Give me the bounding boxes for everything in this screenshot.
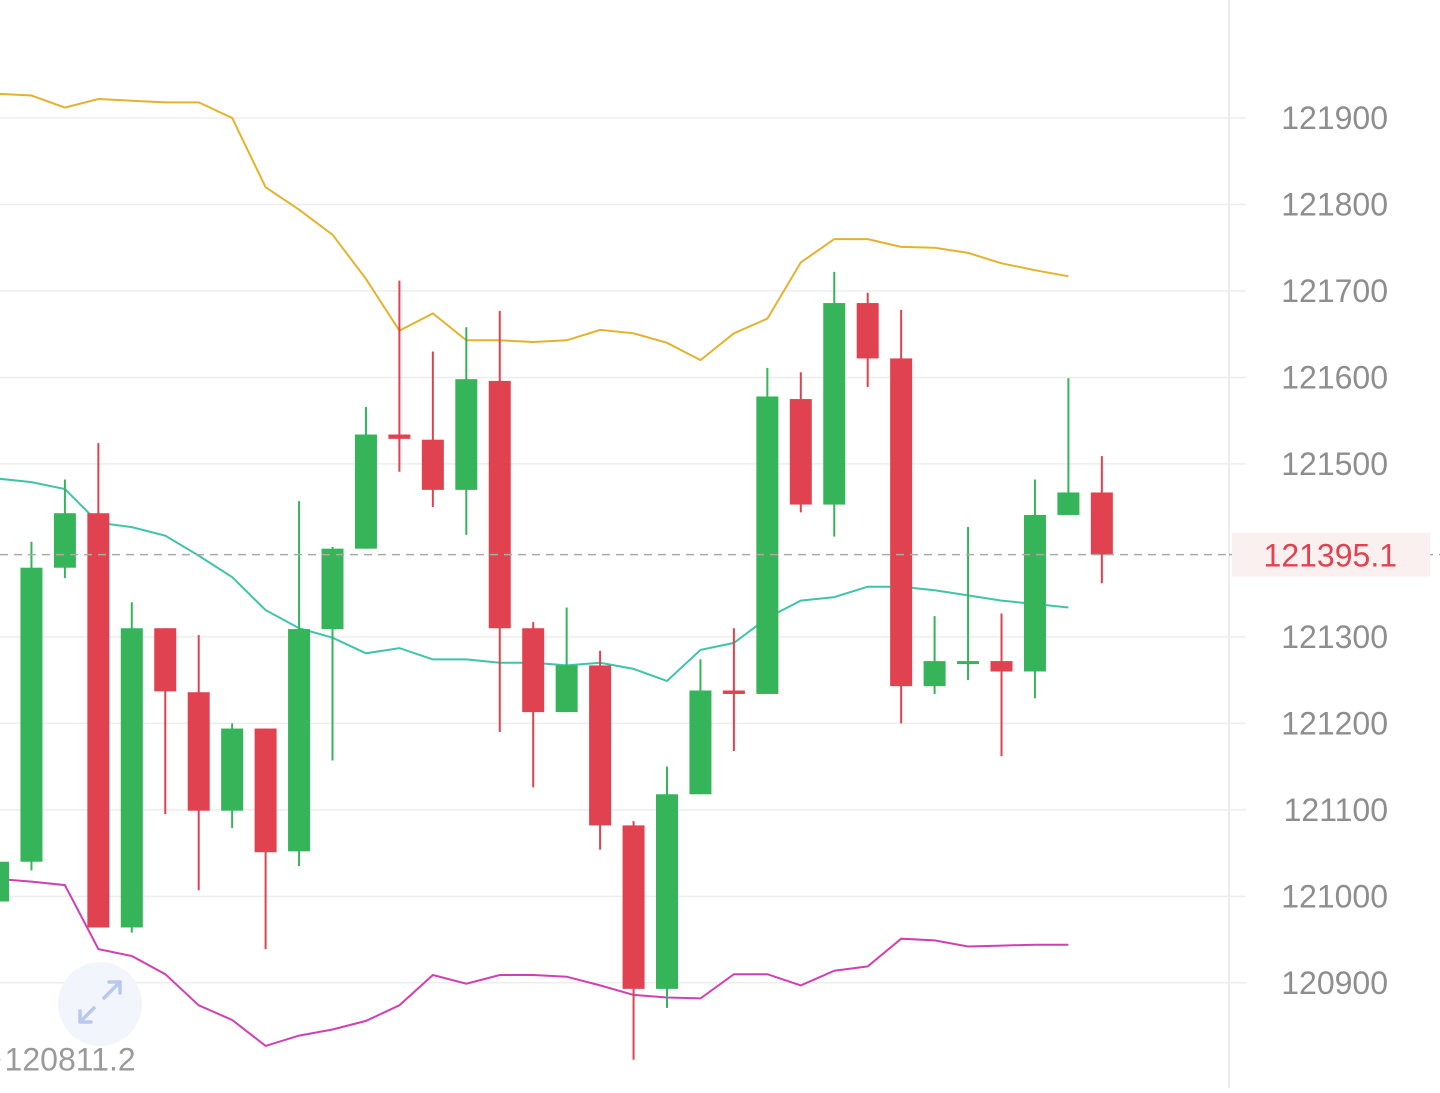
candle	[187, 635, 210, 891]
candle-body	[823, 303, 846, 505]
candle-body	[488, 380, 511, 629]
candle	[990, 613, 1013, 757]
candle	[221, 723, 244, 829]
y-tick-label: 121100	[1284, 792, 1388, 828]
candle-body	[589, 665, 612, 826]
y-tick-label: 121900	[1281, 100, 1388, 136]
candle-body	[555, 665, 578, 713]
candle-body	[20, 567, 43, 862]
candle	[0, 861, 9, 902]
candle	[154, 628, 177, 815]
candle-body	[722, 690, 745, 694]
candle	[455, 327, 478, 535]
candle	[488, 310, 511, 733]
candle	[288, 501, 311, 867]
candle	[1023, 479, 1046, 699]
band-lower-line	[0, 878, 1069, 1048]
candle	[722, 628, 745, 752]
candle-body	[890, 358, 913, 687]
candle-body	[1057, 492, 1080, 515]
candle-body	[1023, 514, 1046, 672]
candle	[957, 527, 980, 681]
candle	[1057, 378, 1080, 515]
current-price-marker: 121395.1	[0, 532, 1440, 577]
candle-body	[221, 728, 244, 811]
candle	[1090, 456, 1113, 584]
lowest-price-label: 120811.2	[5, 1042, 136, 1078]
band-upper-line	[0, 92, 1069, 362]
candle-body	[187, 692, 210, 811]
candle	[522, 622, 545, 788]
candle	[656, 766, 678, 1008]
candle-body	[689, 690, 712, 795]
y-tick-label: 121700	[1281, 273, 1388, 309]
candle-body	[990, 661, 1013, 672]
candle-body	[254, 728, 277, 853]
candle-body	[154, 628, 177, 692]
candle-body	[388, 434, 411, 439]
candle	[20, 541, 43, 871]
candle-body	[288, 629, 311, 852]
candle-body	[1090, 492, 1113, 555]
candle-body	[923, 661, 946, 687]
y-tick-label: 120900	[1281, 965, 1388, 1001]
candle-body	[455, 379, 478, 490]
candle	[53, 479, 76, 579]
candle	[789, 372, 812, 513]
candle-body	[522, 628, 545, 713]
candle	[120, 602, 143, 933]
y-tick-label: 121500	[1281, 446, 1388, 482]
candle	[555, 607, 578, 713]
y-tick-label: 121800	[1281, 186, 1388, 222]
candle-body	[120, 628, 143, 928]
candle-body	[622, 825, 645, 989]
current-price-tag	[1232, 532, 1430, 577]
candles	[0, 271, 1113, 1060]
y-tick-label: 121300	[1281, 619, 1388, 655]
current-price-label: 121395.1	[1264, 538, 1397, 574]
candle	[923, 616, 946, 694]
candle-body	[856, 303, 879, 359]
high-low-markers: 121722.5120811.2	[0, 1042, 136, 1078]
y-tick-label: 121000	[1281, 878, 1388, 914]
candle	[388, 280, 411, 472]
candle	[890, 309, 913, 724]
expand-button[interactable]	[58, 962, 142, 1046]
candle-body	[354, 434, 377, 549]
y-tick-label: 121200	[1281, 705, 1388, 741]
candle-body	[0, 861, 9, 902]
y-tick-label: 121600	[1281, 359, 1388, 395]
candle-body	[789, 399, 812, 505]
candle	[823, 271, 846, 537]
candle	[622, 821, 645, 1060]
expand-arrows-icon	[78, 980, 122, 1024]
candle	[856, 292, 879, 387]
candle	[87, 443, 110, 928]
candle-body	[87, 513, 110, 928]
candle	[756, 367, 779, 694]
candle	[589, 650, 612, 850]
candle	[254, 728, 277, 950]
candle-body	[756, 396, 779, 694]
candle	[421, 351, 444, 508]
y-axis-ticks: 121900 121800 121700 121600 121500 121300 1212…	[1281, 100, 1388, 1001]
candle	[689, 659, 712, 795]
candle-body	[421, 439, 444, 490]
candle	[321, 546, 344, 761]
candle-body	[321, 548, 344, 630]
candle-body	[957, 661, 980, 665]
candle-body	[53, 513, 76, 568]
candle	[354, 406, 377, 549]
candle-body	[656, 794, 678, 989]
